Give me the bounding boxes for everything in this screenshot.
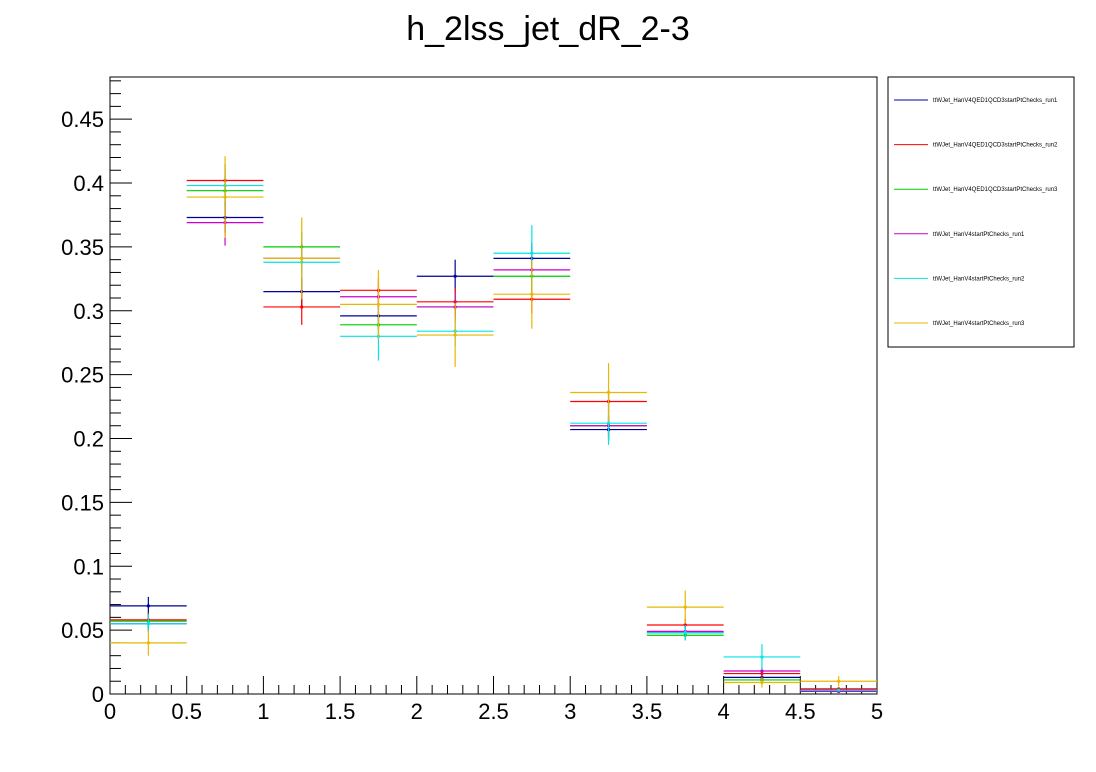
x-tick-label: 4 — [717, 699, 729, 724]
legend-entry: ttWJet_HanV4startPtChecks_run3 — [894, 321, 1025, 327]
y-tick-label: 0 — [92, 682, 104, 707]
data-point — [300, 305, 304, 309]
y-tick-label: 0.1 — [73, 554, 104, 579]
y-tick-label: 0.35 — [61, 235, 104, 260]
data-point — [837, 679, 841, 683]
series-4 — [110, 199, 877, 694]
legend-entry: ttWJet_HanV4QED1QCD3startPtChecks_run3 — [894, 187, 1058, 193]
legend-label: ttWJet_HanV4QED1QCD3startPtChecks_run1 — [933, 98, 1058, 104]
x-tick-label: 3.5 — [632, 699, 663, 724]
x-tick-label: 0.5 — [171, 699, 202, 724]
x-tick-label: 1.5 — [325, 699, 356, 724]
legend-label: ttWJet_HanV4startPtChecks_run1 — [933, 232, 1025, 238]
data-point — [300, 256, 304, 260]
x-tick-label: 4.5 — [785, 699, 816, 724]
data-point — [530, 251, 534, 255]
data-point — [606, 390, 611, 395]
y-tick-label: 0.2 — [73, 427, 104, 452]
data-point — [683, 605, 687, 609]
series-layer — [110, 156, 877, 694]
chart-title: h_2lss_jet_dR_2-3 — [406, 10, 690, 48]
x-tick-label: 2 — [411, 699, 423, 724]
x-tick-label: 5 — [871, 699, 883, 724]
x-tick-label: 1 — [257, 699, 269, 724]
data-point — [530, 292, 534, 296]
data-point — [606, 421, 611, 425]
legend-label: ttWJet_HanV4startPtChecks_run3 — [933, 321, 1025, 327]
legend-entry: ttWJet_HanV4startPtChecks_run2 — [894, 276, 1025, 282]
legend-entry: ttWJet_HanV4QED1QCD3startPtChecks_run1 — [894, 98, 1058, 104]
x-tick-label: 3 — [564, 699, 576, 724]
data-point — [837, 688, 841, 692]
y-tick-label: 0.05 — [61, 618, 104, 643]
legend-label: ttWJet_HanV4QED1QCD3startPtChecks_run3 — [933, 187, 1058, 193]
legend-entry: ttWJet_HanV4startPtChecks_run1 — [894, 232, 1025, 238]
y-tick-label: 0.45 — [61, 107, 104, 132]
y-tick-label: 0.15 — [61, 490, 104, 515]
series-1 — [110, 202, 877, 692]
data-point — [760, 655, 764, 659]
data-point — [760, 680, 764, 685]
y-tick-label: 0.3 — [73, 299, 104, 324]
legend-box — [887, 76, 1075, 348]
legend: ttWJet_HanV4QED1QCD3startPtChecks_run1tt… — [887, 76, 1075, 348]
data-point — [683, 631, 687, 635]
x-tick-label: 2.5 — [478, 699, 509, 724]
x-tick-label: 0 — [104, 699, 116, 724]
series-6 — [110, 156, 877, 688]
y-axis: 0 0.05 0.1 0.15 0.2 0.25 0.3 0.35 0.4 0.45 — [61, 80, 132, 707]
data-point — [376, 302, 381, 306]
legend-entry: ttWJet_HanV4QED1QCD3startPtChecks_run2 — [894, 143, 1058, 149]
series-5 — [110, 168, 877, 692]
data-point — [146, 622, 150, 626]
data-point — [453, 274, 457, 278]
data-point — [146, 604, 150, 608]
data-point — [760, 669, 764, 673]
legend-label: ttWJet_HanV4startPtChecks_run2 — [933, 276, 1025, 282]
y-tick-label: 0.25 — [61, 363, 104, 388]
y-tick-label: 0.4 — [73, 171, 104, 196]
legend-label: ttWJet_HanV4QED1QCD3startPtChecks_run2 — [933, 143, 1058, 149]
data-point — [146, 641, 150, 645]
x-axis: 0 0.5 1 1.5 2 2.5 3 3.5 4 4.5 5 — [104, 676, 883, 724]
data-point — [453, 333, 457, 337]
data-point — [223, 195, 227, 199]
